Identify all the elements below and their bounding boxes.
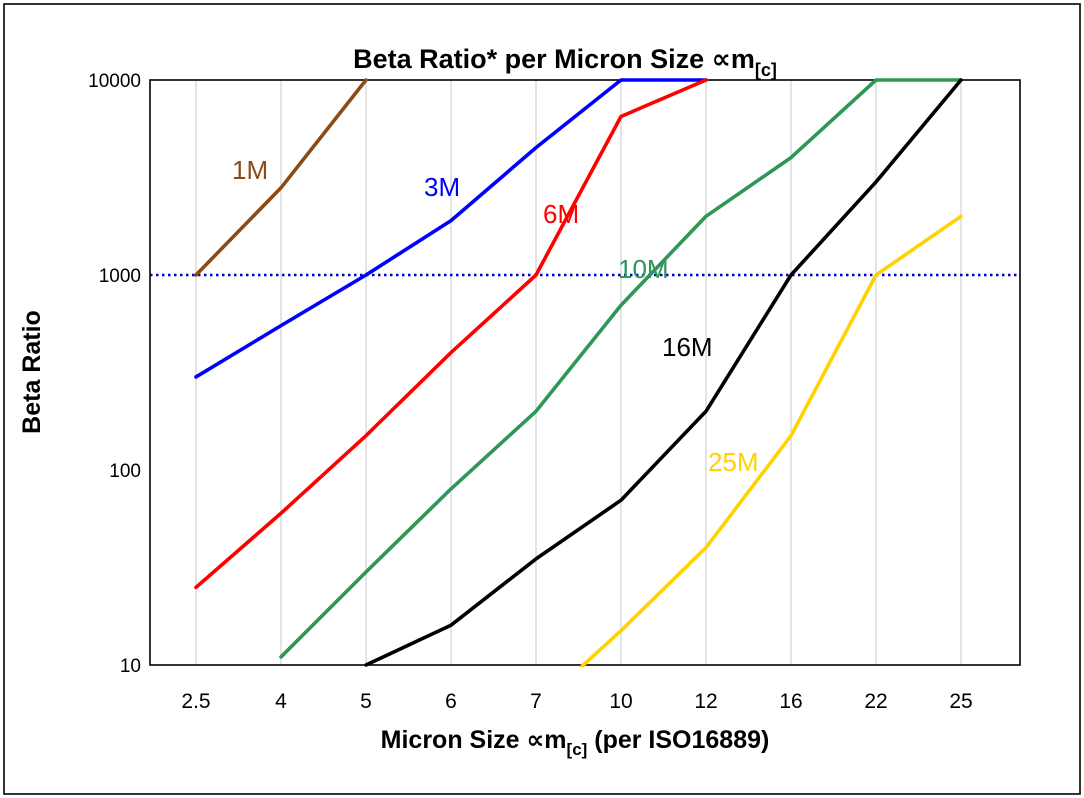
series-label-10M: 10M	[618, 254, 669, 284]
gridlines	[195, 80, 962, 665]
series-labels: 1M 3M 6M 10M 16M 25M	[232, 155, 759, 477]
series-line-10M	[279, 78, 963, 659]
x-axis-label-subscript: [c]	[567, 740, 588, 759]
x-tick-label: 2.5	[181, 690, 210, 713]
outer-frame	[3, 3, 1081, 795]
x-tick-label: 5	[360, 690, 372, 713]
series-label-16M: 16M	[662, 332, 713, 362]
x-axis-label-suffix: (per ISO16889)	[587, 726, 769, 754]
series-label-1M: 1M	[232, 155, 268, 185]
series-line-6M	[194, 78, 708, 590]
y-axis-label: Beta Ratio	[18, 310, 46, 434]
chart-title-subscript: [c]	[755, 60, 777, 80]
x-tick-label: 25	[949, 690, 972, 713]
series-label-6M: 6M	[543, 199, 579, 229]
y-tick-label: 1000	[99, 266, 141, 287]
series-line-1M	[194, 78, 368, 277]
chart-title-main: Beta Ratio* per Micron Size ∝m	[353, 44, 755, 74]
x-axis-ticks: 2.5 4 5 6 7 10 12 16 22 25	[181, 690, 972, 713]
x-axis-label: Micron Size ∝m[c] (per ISO16889)	[381, 726, 770, 759]
x-tick-label: 12	[694, 690, 717, 713]
x-tick-label: 16	[779, 690, 802, 713]
y-axis-ticks: 10 100 1000 10000	[88, 71, 141, 677]
series-label-25M: 25M	[708, 447, 759, 477]
y-tick-label: 10000	[88, 71, 141, 92]
y-tick-label: 10	[120, 656, 141, 677]
x-tick-label: 10	[609, 690, 632, 713]
series-line-16M	[364, 78, 963, 667]
x-tick-label: 22	[864, 690, 887, 713]
x-axis-label-main: Micron Size ∝m	[381, 726, 567, 754]
x-tick-label: 6	[445, 690, 457, 713]
y-tick-label: 100	[109, 461, 141, 482]
x-tick-label: 4	[275, 690, 287, 713]
series-line-25M	[578, 214, 963, 667]
series-lines	[194, 78, 963, 667]
series-line-3M	[194, 78, 708, 379]
series-label-3M: 3M	[424, 172, 460, 202]
x-tick-label: 7	[530, 690, 542, 713]
chart-title: Beta Ratio* per Micron Size ∝m[c]	[353, 44, 777, 80]
